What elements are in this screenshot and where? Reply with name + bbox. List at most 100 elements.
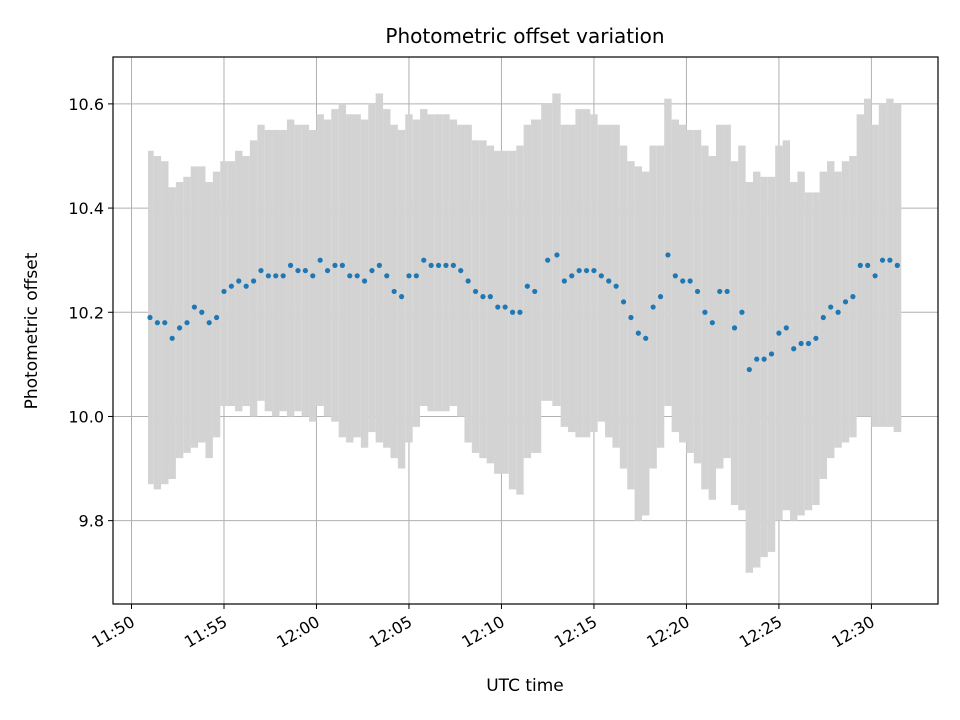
data-point — [517, 309, 523, 315]
data-point — [791, 346, 797, 352]
data-point — [591, 267, 597, 274]
error-band — [420, 109, 428, 407]
data-point — [835, 309, 841, 315]
data-point — [369, 267, 375, 274]
data-point — [554, 252, 560, 258]
data-point — [879, 257, 886, 263]
error-band — [383, 109, 391, 448]
data-point — [287, 262, 294, 268]
error-band — [760, 176, 768, 558]
data-point — [709, 320, 715, 326]
data-point — [243, 283, 249, 289]
data-point — [842, 299, 849, 305]
x-axis-label: UTC time — [486, 676, 564, 696]
data-point — [850, 294, 856, 300]
data-point — [443, 262, 449, 268]
data-point — [421, 257, 427, 263]
error-band — [198, 166, 206, 443]
data-point — [406, 273, 412, 279]
error-band — [782, 140, 791, 511]
data-point — [657, 294, 664, 300]
data-point — [391, 288, 397, 295]
error-band — [679, 124, 687, 443]
error-band — [664, 98, 672, 407]
error-band — [642, 171, 650, 516]
data-point — [250, 278, 257, 284]
error-band — [516, 145, 524, 495]
data-point — [694, 288, 701, 295]
error-band — [360, 119, 369, 448]
error-band — [634, 166, 643, 521]
error-band — [575, 109, 583, 438]
data-point — [635, 330, 641, 336]
chart-title: Photometric offset variation — [385, 24, 664, 48]
data-point — [310, 273, 316, 279]
error-band — [864, 98, 872, 417]
error-band — [693, 129, 702, 464]
data-point — [324, 267, 331, 274]
data-point — [480, 294, 486, 300]
data-point — [236, 278, 242, 284]
data-point — [384, 273, 390, 279]
error-band — [701, 145, 709, 490]
error-band — [708, 155, 717, 500]
error-band — [397, 129, 406, 469]
data-point — [887, 257, 893, 263]
error-band — [368, 103, 376, 433]
data-point — [302, 267, 308, 274]
data-point — [332, 262, 338, 268]
error-band — [272, 129, 280, 417]
error-band — [834, 171, 842, 448]
data-point — [857, 262, 863, 268]
error-band — [582, 109, 591, 438]
error-band — [753, 171, 761, 568]
data-point — [472, 288, 479, 295]
error-band — [541, 103, 553, 401]
error-band — [375, 93, 384, 443]
data-point — [798, 340, 804, 347]
error-band — [686, 129, 694, 453]
data-point — [465, 278, 471, 284]
error-band — [279, 129, 287, 412]
error-band — [878, 103, 887, 427]
data-point — [576, 267, 582, 274]
data-point — [354, 273, 360, 279]
error-band — [220, 161, 228, 407]
error-band — [568, 124, 576, 433]
error-band — [346, 114, 354, 443]
data-point — [162, 320, 168, 326]
data-point — [865, 262, 871, 268]
error-band — [212, 171, 221, 438]
data-point — [361, 278, 368, 284]
data-point — [339, 262, 345, 268]
error-band — [486, 145, 495, 464]
data-point — [813, 335, 819, 341]
error-band — [501, 150, 509, 474]
data-point — [761, 356, 767, 362]
error-band — [730, 161, 739, 506]
error-band — [745, 182, 754, 573]
error-band — [442, 114, 450, 412]
data-point — [154, 320, 160, 326]
data-point — [206, 320, 212, 326]
error-band — [627, 161, 635, 490]
error-band — [819, 171, 828, 479]
data-point — [524, 283, 530, 289]
data-point — [828, 304, 834, 310]
data-points-layer — [147, 252, 900, 373]
data-point — [620, 299, 627, 305]
error-band — [264, 129, 273, 412]
data-point — [347, 273, 353, 279]
y-tick-label: 10.6 — [68, 95, 104, 114]
data-point — [783, 325, 789, 331]
data-point — [258, 267, 264, 274]
data-point — [731, 325, 738, 331]
data-point — [502, 304, 508, 310]
data-point — [672, 273, 678, 279]
y-tick-label: 10.2 — [68, 303, 104, 322]
data-point — [428, 262, 434, 268]
data-point — [295, 267, 301, 274]
data-point — [191, 304, 197, 310]
data-point — [413, 273, 419, 279]
error-band — [590, 114, 598, 433]
